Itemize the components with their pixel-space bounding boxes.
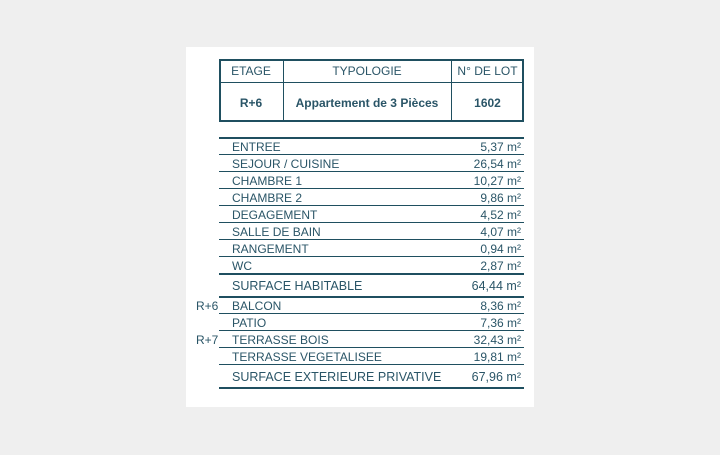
room-name: DEGAGEMENT	[232, 207, 318, 222]
room-area: 67,96 m²	[471, 369, 521, 384]
rule	[219, 222, 524, 223]
room-area: 10,27 m²	[473, 173, 521, 188]
rule	[219, 387, 524, 389]
room-name: CHAMBRE 1	[232, 173, 303, 188]
rule	[219, 137, 524, 139]
rule	[219, 205, 524, 206]
room-area: 7,36 m²	[480, 315, 521, 330]
rule	[219, 239, 524, 240]
rule	[219, 347, 524, 348]
rule	[219, 330, 524, 331]
room-name: SALLE DE BAIN	[232, 224, 321, 239]
room-area: 19,81 m²	[473, 349, 521, 364]
header-value: 1602	[474, 95, 501, 110]
column-header: TYPOLOGIE	[332, 64, 402, 78]
rule	[219, 273, 524, 275]
room-name: RANGEMENT	[232, 241, 309, 256]
room-name: TERRASSE BOIS	[232, 332, 329, 347]
room-area: 0,94 m²	[480, 241, 521, 256]
header-value: R+6	[239, 95, 263, 110]
header-divider	[219, 82, 524, 83]
room-area: 26,54 m²	[473, 156, 521, 171]
room-name: TERRASSE VEGETALISEE	[232, 349, 382, 364]
level: R+7	[196, 332, 219, 347]
room-name: SEJOUR / CUISINE	[232, 156, 340, 171]
room-name: PATIO	[232, 315, 267, 330]
rule	[219, 154, 524, 155]
level: R+6	[196, 298, 219, 313]
header-table	[219, 59, 524, 122]
rule	[219, 188, 524, 189]
column-header: ETAGE	[231, 64, 271, 78]
room-area: 8,36 m²	[480, 298, 521, 313]
rule	[219, 364, 524, 365]
room-area: 9,86 m²	[480, 190, 521, 205]
rule	[219, 313, 524, 314]
room-name: WC	[232, 258, 252, 273]
room-area: 64,44 m²	[471, 278, 521, 293]
rule	[219, 256, 524, 257]
room-area: 4,52 m²	[480, 207, 521, 222]
room-area: 4,07 m²	[480, 224, 521, 239]
room-area: 2,87 m²	[480, 258, 521, 273]
room-name: SURFACE HABITABLE	[232, 278, 363, 293]
room-area: 5,37 m²	[480, 139, 521, 154]
column-header: N° DE LOT	[457, 64, 518, 78]
column-divider	[283, 59, 284, 122]
rule	[219, 171, 524, 172]
rule	[219, 296, 524, 298]
room-name: BALCON	[232, 298, 282, 313]
column-divider	[451, 59, 452, 122]
header-value: Appartement de 3 Pièces	[295, 95, 439, 110]
room-name: ENTREE	[232, 139, 281, 154]
room-name: SURFACE EXTERIEURE PRIVATIVE	[232, 369, 442, 384]
room-area: 32,43 m²	[473, 332, 521, 347]
room-name: CHAMBRE 2	[232, 190, 303, 205]
